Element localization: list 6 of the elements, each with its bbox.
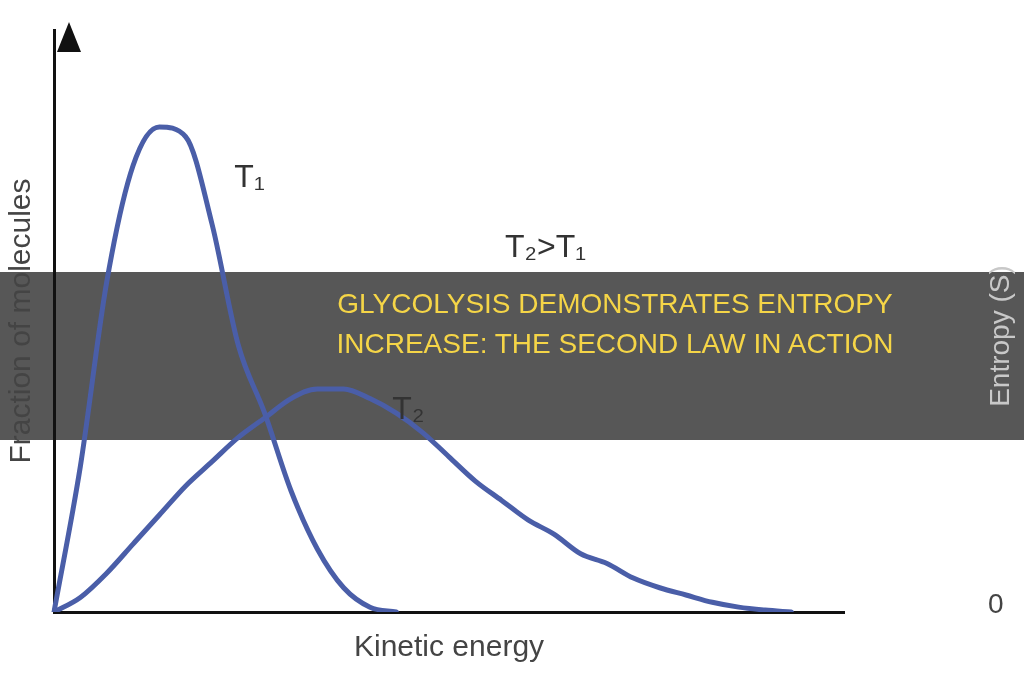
text: Entropy (S): [984, 264, 1016, 409]
text: 0: [988, 588, 1004, 620]
series-label: T₁: [234, 158, 265, 194]
x-axis-title: Kinetic energy: [353, 629, 545, 663]
annotation: T₂>T₁: [505, 228, 586, 265]
text: GLYCOLYSIS DEMONSTRATES ENTROPY INCREASE: THE SECOND LAW IN ACTION: [335, 287, 895, 361]
